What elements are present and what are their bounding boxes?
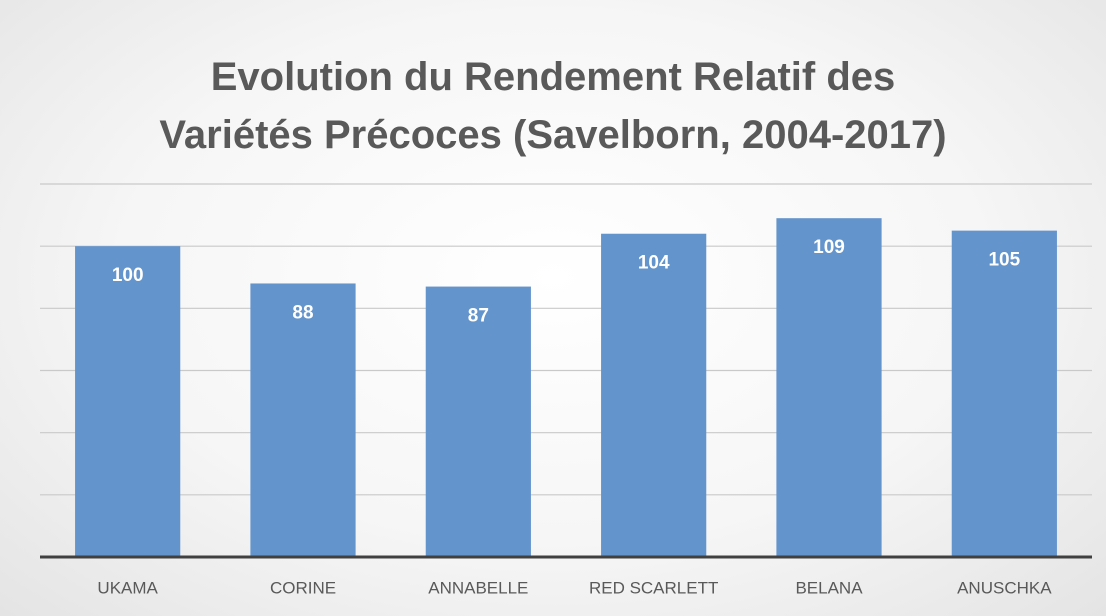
x-tick-label: ANNABELLE bbox=[428, 578, 528, 597]
bar bbox=[951, 230, 1057, 557]
chart-title: Evolution du Rendement Relatif des Varié… bbox=[159, 55, 947, 157]
data-label: 109 bbox=[813, 237, 845, 258]
x-tick-label: UKAMA bbox=[97, 578, 158, 597]
bar bbox=[250, 283, 356, 557]
bar bbox=[425, 286, 531, 557]
data-label: 100 bbox=[112, 265, 144, 286]
data-label: 105 bbox=[988, 250, 1020, 271]
data-label: 87 bbox=[468, 306, 489, 327]
x-tick-label: ANUSCHKA bbox=[957, 578, 1052, 597]
bar bbox=[776, 218, 882, 558]
bar bbox=[75, 246, 181, 557]
bar bbox=[601, 233, 707, 557]
data-label: 88 bbox=[292, 302, 313, 323]
x-tick-label: CORINE bbox=[270, 578, 336, 597]
x-tick-label: BELANA bbox=[795, 578, 863, 597]
x-tick-label: RED SCARLETT bbox=[589, 578, 718, 597]
data-label: 104 bbox=[638, 253, 670, 274]
